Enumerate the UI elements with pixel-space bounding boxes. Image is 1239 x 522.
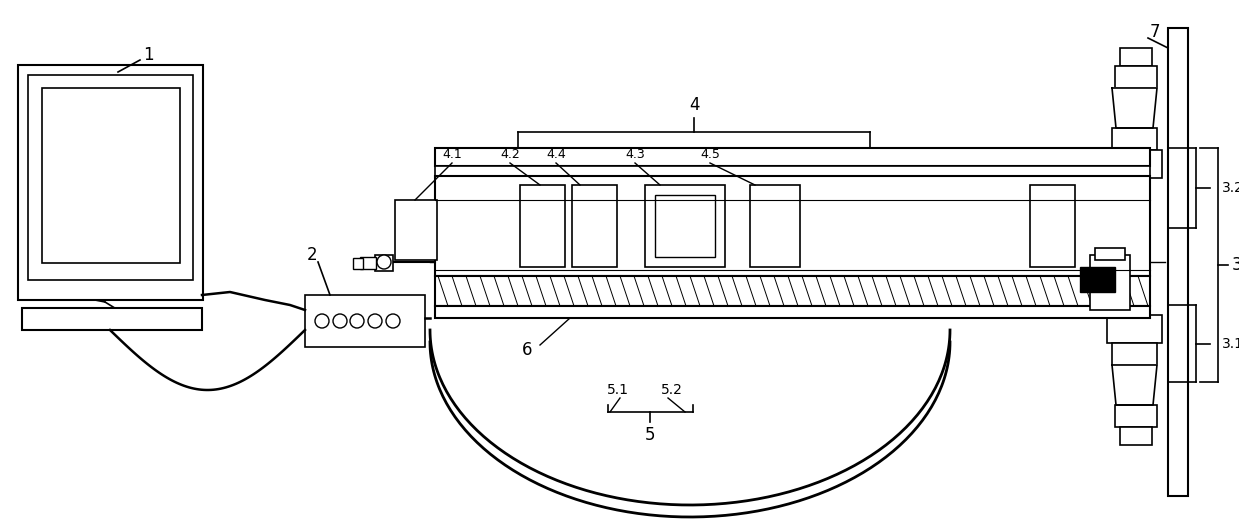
- Text: 5: 5: [644, 426, 655, 444]
- Text: 1: 1: [142, 46, 154, 64]
- Bar: [305, 295, 425, 347]
- Bar: [1168, 28, 1188, 496]
- Bar: [353, 258, 363, 269]
- Text: 5.2: 5.2: [662, 383, 683, 397]
- Text: 4.4: 4.4: [546, 148, 566, 161]
- Bar: [1111, 128, 1157, 150]
- Bar: [375, 255, 393, 271]
- Polygon shape: [1111, 88, 1157, 128]
- Text: 4.3: 4.3: [626, 148, 644, 161]
- Bar: [435, 306, 1150, 318]
- Bar: [520, 185, 565, 267]
- Bar: [646, 185, 725, 267]
- Bar: [1106, 315, 1162, 343]
- Bar: [19, 65, 203, 300]
- Bar: [1120, 48, 1152, 66]
- Text: 3.2: 3.2: [1222, 181, 1239, 195]
- Polygon shape: [1111, 365, 1157, 405]
- Text: 4: 4: [689, 96, 699, 114]
- Bar: [1095, 248, 1125, 260]
- Circle shape: [377, 255, 392, 269]
- Bar: [22, 308, 202, 330]
- Bar: [435, 276, 1150, 306]
- Bar: [1080, 267, 1115, 292]
- Bar: [1030, 185, 1075, 267]
- Bar: [1115, 66, 1157, 88]
- Circle shape: [349, 314, 364, 328]
- Bar: [42, 88, 180, 263]
- Bar: [395, 200, 437, 260]
- Circle shape: [315, 314, 330, 328]
- Bar: [361, 257, 375, 269]
- Text: 3: 3: [1232, 256, 1239, 274]
- Bar: [655, 195, 715, 257]
- Text: 4.5: 4.5: [700, 148, 720, 161]
- Bar: [1120, 427, 1152, 445]
- Bar: [435, 148, 1150, 166]
- Text: 2: 2: [307, 246, 317, 264]
- Bar: [28, 75, 193, 280]
- Circle shape: [333, 314, 347, 328]
- Bar: [572, 185, 617, 267]
- Circle shape: [387, 314, 400, 328]
- Bar: [435, 176, 1150, 276]
- Bar: [750, 185, 800, 267]
- Bar: [1090, 255, 1130, 310]
- Text: 6: 6: [522, 341, 533, 359]
- Text: 3.1: 3.1: [1222, 337, 1239, 351]
- Text: 5.1: 5.1: [607, 383, 629, 397]
- Text: 4.2: 4.2: [501, 148, 520, 161]
- Text: 7: 7: [1150, 23, 1160, 41]
- Bar: [1115, 405, 1157, 427]
- Bar: [1106, 150, 1162, 178]
- Text: 4.1: 4.1: [442, 148, 462, 161]
- Bar: [435, 166, 1150, 176]
- Bar: [1111, 343, 1157, 365]
- Circle shape: [368, 314, 382, 328]
